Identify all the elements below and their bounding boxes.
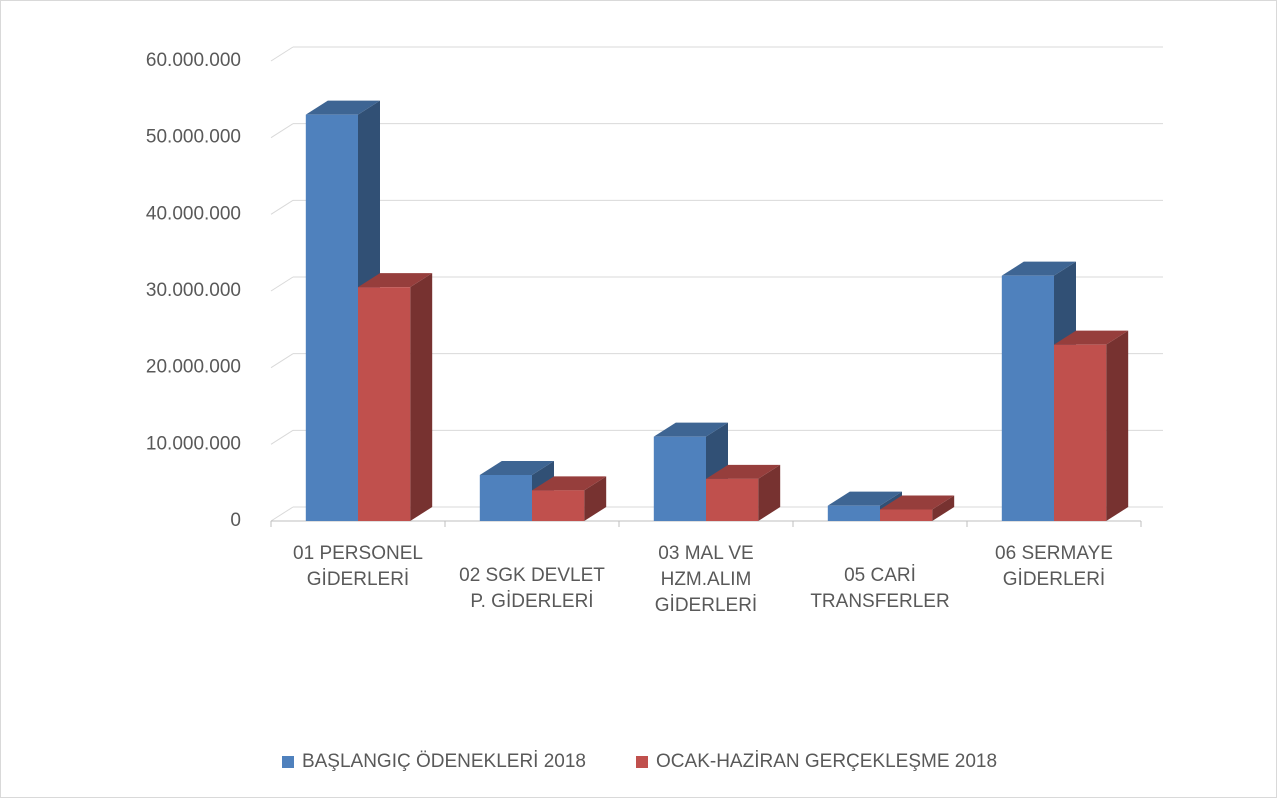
y-tick-label: 10.000.000 [146,433,241,454]
bar-top [706,464,781,479]
bar [827,505,880,521]
y-tick-label: 50.000.000 [146,127,241,148]
bar-side [410,273,433,521]
bar-top [653,422,728,437]
legend-swatch [636,756,649,768]
x-tick-label: 01 PERSONEL GİDERLERİ [293,543,423,590]
grid-line-side [270,199,294,215]
x-tick-label: 02 SGK DEVLET P. GİDERLERİ [459,565,605,612]
bar-side [758,464,781,521]
legend-label: BAŞLANGIÇ ÖDENEKLERİ 2018 [301,751,587,772]
legend-item: OCAK-HAZİRAN GERÇEKLEŞME 2018 [636,751,997,773]
bar-top [532,476,607,491]
x-tick-label: 05 CARİ TRANSFERLER [810,565,950,612]
y-tick-label: 20.000.000 [146,357,241,378]
bar-top [1001,261,1076,276]
bar [358,287,411,521]
bar [880,509,933,521]
bar-side [932,495,955,521]
grid-line-side [270,506,294,522]
bar-top [827,491,902,506]
bar-top [479,461,554,475]
legend: BAŞLANGIÇ ÖDENEKLERİ 2018 OCAK-HAZİRAN GE… [1,751,1276,773]
grid-line-side [270,46,294,62]
bar-top [1054,330,1129,345]
x-tick-label: 03 MAL VE HZM.ALIM GİDERLERİ [654,543,758,616]
x-tick-label: 06 SERMAYE GİDERLERİ [995,543,1113,590]
bar-top [305,100,380,115]
grid-line-side [270,429,294,445]
bar [1054,344,1107,521]
bar [706,478,759,521]
bar [479,475,532,521]
bar [1001,275,1054,521]
bar [532,490,585,521]
grid-line-side [270,353,294,369]
grid-line-side [270,123,294,139]
bar-side [1106,330,1129,521]
y-tick-label: 0 [230,510,241,531]
bar [653,436,706,521]
grid-line-side [270,276,294,292]
bar [305,114,358,522]
bar-top [880,495,955,510]
bar-side [584,476,607,521]
y-tick-label: 40.000.000 [146,203,241,224]
y-tick-label: 60.000.000 [146,50,241,71]
bar-top [358,273,433,288]
y-tick-label: 30.000.000 [146,280,241,301]
legend-label: OCAK-HAZİRAN GERÇEKLEŞME 2018 [656,751,998,772]
legend-swatch [281,756,294,768]
legend-item: BAŞLANGIÇ ÖDENEKLERİ 2018 [281,751,587,773]
